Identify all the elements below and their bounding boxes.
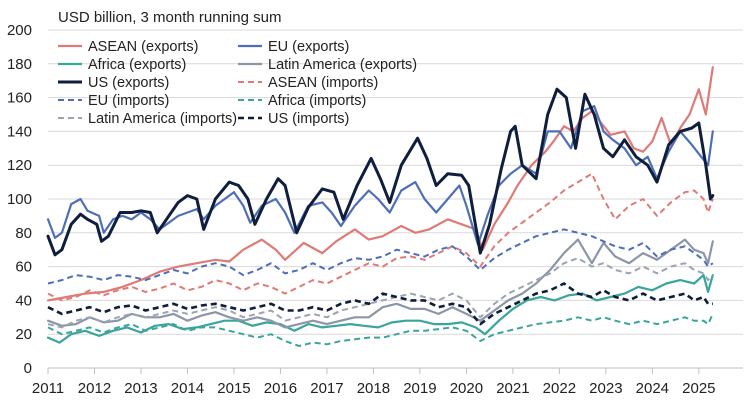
legend-item: ASEAN (exports) xyxy=(58,39,198,55)
legend-item: US (imports) xyxy=(238,111,349,127)
x-tick-label: 2024 xyxy=(636,380,669,397)
legend-label: ASEAN (imports) xyxy=(268,75,378,91)
x-tick-label: 2018 xyxy=(357,380,390,397)
legend-label: Africa (imports) xyxy=(268,93,366,109)
x-tick-label: 2016 xyxy=(264,380,297,397)
x-axis-ticks: 2011 2012 2013 2014 2015 2016 2017 2018 2019 2020… xyxy=(32,367,743,397)
x-tick-label: 2023 xyxy=(589,380,622,397)
x-tick-label: 2022 xyxy=(543,380,576,397)
y-tick-label: 200 xyxy=(7,22,32,39)
legend-label: ASEAN (exports) xyxy=(88,39,198,55)
legend-label: US (exports) xyxy=(88,75,169,91)
legend-label: Latin America (exports) xyxy=(268,57,417,73)
legend-item: EU (imports) xyxy=(58,93,169,109)
legend-label: EU (exports) xyxy=(268,39,349,55)
legend-item: EU (exports) xyxy=(238,39,349,55)
legend-label: Africa (exports) xyxy=(88,57,186,73)
legend: ASEAN (exports) EU (exports) Africa (expor… xyxy=(58,39,417,127)
y-tick-label: 180 xyxy=(7,56,32,73)
y-tick-label: 100 xyxy=(7,191,32,208)
y-tick-label: 0 xyxy=(24,360,32,377)
series-line-asean-exports xyxy=(46,66,714,302)
x-tick-label: 2013 xyxy=(124,380,157,397)
x-tick-label: 2015 xyxy=(217,380,250,397)
series-line-africa-imports xyxy=(47,313,714,347)
series-line-latin-america-exports xyxy=(46,238,714,329)
legend-item: ASEAN (imports) xyxy=(238,75,378,91)
y-tick-label: 60 xyxy=(15,259,32,276)
legend-label: EU (imports) xyxy=(88,93,169,109)
y-tick-label: 160 xyxy=(7,90,32,107)
legend-item: Latin America (imports) xyxy=(58,111,237,127)
series-line-asean-imports xyxy=(47,172,714,302)
legend-item: Africa (imports) xyxy=(238,93,366,109)
x-tick-label: 2012 xyxy=(78,380,111,397)
series-lines xyxy=(46,66,715,347)
x-tick-label: 2014 xyxy=(171,380,204,397)
x-tick-label: 2017 xyxy=(310,380,343,397)
y-tick-label: 80 xyxy=(15,225,32,242)
legend-item: Latin America (exports) xyxy=(238,57,417,73)
x-tick-label: 2021 xyxy=(496,380,529,397)
legend-label: US (imports) xyxy=(268,111,349,127)
y-tick-label: 40 xyxy=(15,292,32,309)
y-tick-label: 20 xyxy=(15,326,32,343)
legend-item: Africa (exports) xyxy=(58,57,186,73)
series-line-latin-america-imports xyxy=(47,257,714,329)
series-line-us-imports xyxy=(47,282,713,326)
grid-lines xyxy=(48,29,743,369)
y-axis-ticks: 0 20 40 60 80 100 120 140 160 180 200 xyxy=(7,22,32,377)
legend-label: Latin America (imports) xyxy=(88,111,237,127)
x-tick-label: 2025 xyxy=(682,380,715,397)
series-line-eu-exports xyxy=(46,105,714,246)
x-tick-label: 2019 xyxy=(403,380,436,397)
legend-item: US (exports) xyxy=(58,75,169,91)
x-tick-label: 2011 xyxy=(32,380,64,397)
x-tick-label: 2020 xyxy=(450,380,483,397)
y-tick-label: 140 xyxy=(7,123,32,140)
series-line-eu-imports xyxy=(47,228,714,285)
series-line-us-exports xyxy=(46,87,715,257)
y-axis-label: USD billion, 3 month running sum xyxy=(58,9,281,26)
y-tick-label: 120 xyxy=(7,157,32,174)
series-line-africa-exports xyxy=(46,274,714,344)
